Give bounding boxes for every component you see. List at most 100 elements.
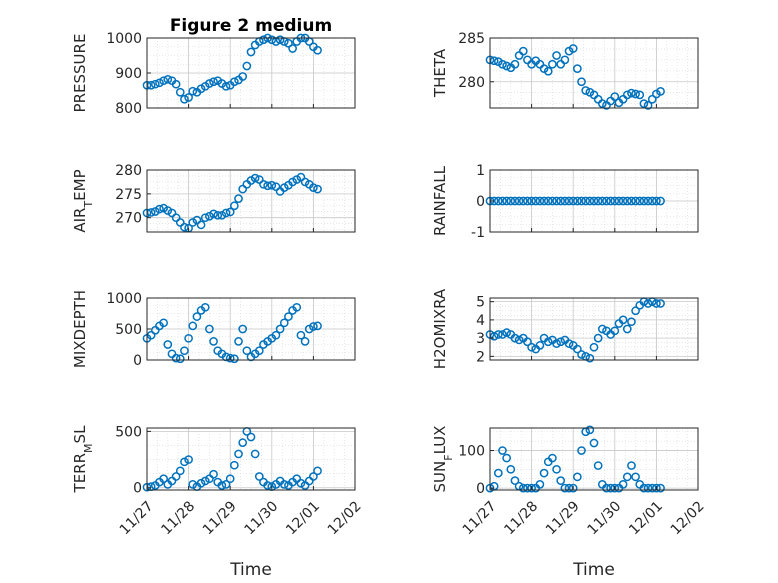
data-point <box>225 474 235 484</box>
x-tick-label: 12/02 <box>325 498 365 538</box>
y-tick-label: 500 <box>115 424 142 440</box>
data-point <box>631 472 640 482</box>
data-point <box>296 330 306 340</box>
data-point <box>523 483 532 493</box>
data-point <box>184 455 193 464</box>
y-tick-label: 280 <box>458 75 485 91</box>
data-point <box>184 93 193 102</box>
data-point <box>622 196 632 206</box>
data-point <box>618 315 628 325</box>
data-point <box>209 469 218 479</box>
data-point <box>652 196 661 206</box>
subplot-pressure: 800 900 1000 PRESSURE <box>71 31 356 117</box>
data-point <box>581 196 591 206</box>
data-point <box>656 196 665 206</box>
y-axis-label: RAINFALL <box>431 165 449 236</box>
x-tick-label: 11/30 <box>242 498 282 538</box>
data-point <box>246 47 256 57</box>
data-point <box>263 481 272 490</box>
data-point <box>652 299 661 308</box>
data-point <box>585 425 595 435</box>
data-point <box>163 340 173 349</box>
data-point <box>531 196 541 206</box>
data-point <box>313 466 322 476</box>
data-point <box>171 353 181 363</box>
data-point <box>284 312 293 321</box>
y-tick-label: 275 <box>115 187 142 203</box>
data-point <box>627 317 636 327</box>
data-point <box>589 342 599 352</box>
data-point <box>552 51 561 60</box>
data-point <box>242 346 252 356</box>
data-point <box>217 481 227 490</box>
data-point <box>510 333 520 343</box>
y-tick-label: 1000 <box>106 31 142 47</box>
data-point <box>180 94 189 104</box>
data-point <box>506 196 516 206</box>
data-point <box>585 353 595 363</box>
data-point <box>506 464 516 474</box>
data-point <box>254 472 264 481</box>
data-point <box>213 210 223 220</box>
data-point <box>313 45 322 55</box>
data-point <box>573 64 582 73</box>
subplot-h2omixra: 2 3 4 5 H2OMIXRA <box>431 288 699 369</box>
data-point <box>589 438 599 448</box>
data-point <box>548 453 557 463</box>
data-point <box>150 79 160 89</box>
x-tick-label: 11/27 <box>460 498 500 538</box>
data-point <box>627 461 636 470</box>
data-point <box>560 483 570 493</box>
data-point <box>196 220 206 230</box>
data-point <box>146 208 156 217</box>
x-tick-label: 11/30 <box>585 498 625 538</box>
data-point <box>209 77 218 87</box>
data-point <box>622 324 632 334</box>
y-tick-label: 2 <box>476 349 485 365</box>
data-point <box>639 99 649 108</box>
data-point <box>564 196 574 206</box>
data-point <box>518 46 528 56</box>
data-point <box>284 38 293 48</box>
data-point <box>577 196 586 206</box>
data-point <box>593 196 603 206</box>
data-point <box>200 476 210 486</box>
data-point <box>180 222 189 232</box>
data-point <box>656 87 665 96</box>
data-point <box>184 333 193 343</box>
data-point <box>221 81 231 91</box>
data-point <box>643 101 653 110</box>
data-point <box>180 457 189 467</box>
data-point <box>146 80 156 90</box>
data-point <box>300 337 310 346</box>
data-point <box>275 324 285 334</box>
x-axis-label-left: Time <box>229 560 272 580</box>
data-point <box>171 79 181 89</box>
data-point <box>498 446 507 455</box>
data-point <box>225 207 235 217</box>
data-point <box>279 480 289 489</box>
data-point <box>618 480 628 489</box>
y-tick-label: 0 <box>133 481 142 497</box>
data-point <box>535 341 545 350</box>
y-tick-label: 1000 <box>106 291 142 307</box>
data-point <box>259 35 268 45</box>
subplot-theta: 280 285 THETA <box>431 31 699 110</box>
data-point <box>647 94 657 104</box>
data-point <box>238 324 248 334</box>
data-point <box>631 196 640 206</box>
data-point <box>568 44 578 53</box>
data-point <box>560 196 570 206</box>
data-point <box>539 468 549 478</box>
data-point <box>597 324 607 334</box>
data-point <box>510 59 520 69</box>
data-point <box>581 86 591 95</box>
data-point <box>502 328 511 337</box>
data-point <box>234 449 243 459</box>
data-point <box>209 209 218 219</box>
x-tick-label: 12/01 <box>626 498 666 538</box>
data-point <box>180 346 189 356</box>
data-point <box>597 196 607 206</box>
data-point <box>643 196 653 206</box>
data-point <box>159 474 168 484</box>
